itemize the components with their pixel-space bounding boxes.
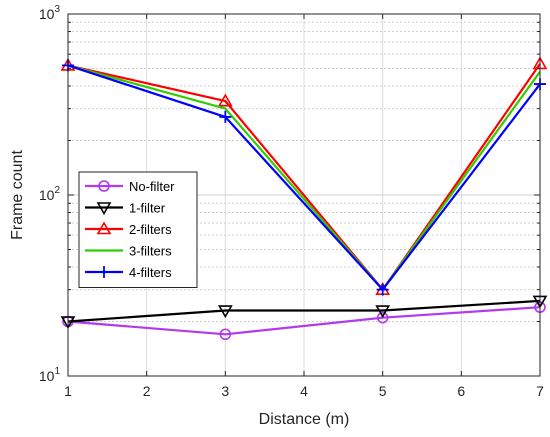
x-tick-label: 5 <box>379 383 387 399</box>
legend-item: 1-filter <box>85 201 166 216</box>
legend-label: 4-filters <box>129 265 172 280</box>
series-line <box>67 64 541 291</box>
axis-ticks: 1 2 3 4 5 6 7 101 102 103 <box>39 4 544 399</box>
legend-label: No-filter <box>129 179 175 194</box>
legend-item: 4-filters <box>85 265 172 280</box>
legend-label: 3-filters <box>129 244 172 259</box>
legend-label: 2-filters <box>129 222 172 237</box>
legend-item: 3-filters <box>85 244 172 259</box>
series-point <box>375 305 391 319</box>
legend-marker <box>98 180 110 192</box>
x-tick-label: 4 <box>300 383 308 399</box>
series-point <box>217 93 233 107</box>
series-line <box>67 306 541 336</box>
legend-marker <box>96 202 112 216</box>
series-line <box>67 64 541 291</box>
y-axis-label: Frame count <box>9 150 26 240</box>
legend-item: No-filter <box>85 179 175 194</box>
series-layer <box>60 56 548 341</box>
series-point <box>376 311 389 324</box>
x-tick-label: 2 <box>143 383 151 399</box>
x-tick-label: 6 <box>457 383 465 399</box>
legend-marker <box>96 221 112 235</box>
y-tick-label: 103 <box>39 4 61 22</box>
x-tick-label: 3 <box>221 383 229 399</box>
legend-marker <box>98 266 110 278</box>
series-line <box>67 299 541 323</box>
x-tick-label: 1 <box>64 383 72 399</box>
legend-label: 1-filter <box>129 201 166 216</box>
series-point <box>219 328 232 341</box>
y-tick-label: 102 <box>39 185 61 203</box>
y-tick-label: 101 <box>39 366 61 384</box>
series-3-filters <box>67 64 541 291</box>
series-line <box>67 63 541 291</box>
legend-item: 2-filters <box>85 221 172 237</box>
series-point <box>219 110 232 123</box>
x-tick-label: 7 <box>536 383 544 399</box>
x-axis-label: Distance (m) <box>259 411 350 428</box>
series-point <box>217 305 233 319</box>
series-point <box>376 283 389 296</box>
legend: No-filter 1-filter 2-filters 3-filters 4-fil… <box>78 171 198 288</box>
